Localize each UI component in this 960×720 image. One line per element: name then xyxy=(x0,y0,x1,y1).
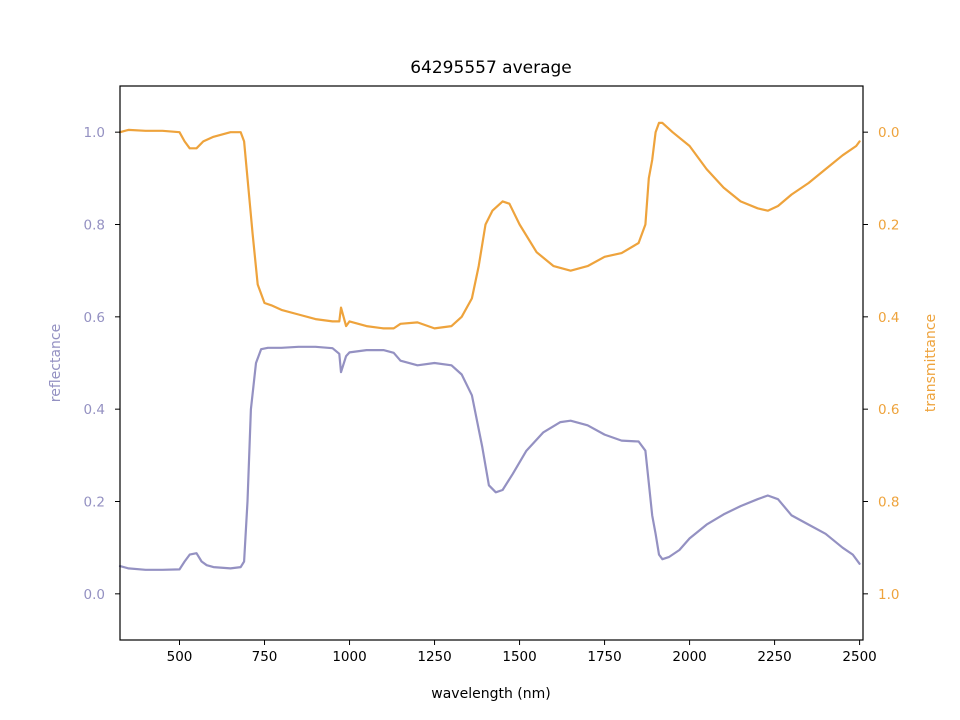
x-tick-label: 1500 xyxy=(502,649,536,665)
y-left-tick-label: 1.0 xyxy=(84,125,105,141)
plot-frame xyxy=(119,85,864,641)
x-axis: 500 750 1000 1250 1500 1750 2000 2250 2500 xyxy=(167,640,877,665)
y-left-tick-label: 0.8 xyxy=(84,218,105,234)
x-tick-label: 500 xyxy=(167,649,193,665)
chart-title: 64295557 average xyxy=(410,58,572,78)
y-right-tick-label: 0.2 xyxy=(878,218,899,234)
x-tick-label: 2500 xyxy=(842,649,876,665)
x-axis-label: wavelength (nm) xyxy=(431,686,550,702)
y-left-tick-label: 0.0 xyxy=(84,587,105,603)
y-axis-right: 0.0 0.2 0.4 0.6 0.8 1.0 xyxy=(863,125,899,603)
x-tick-label: 1750 xyxy=(587,649,621,665)
x-tick-label: 2250 xyxy=(757,649,791,665)
x-tick-label: 2000 xyxy=(672,649,706,665)
y-left-tick-label: 0.4 xyxy=(84,402,105,418)
x-tick-label: 1250 xyxy=(417,649,451,665)
series-layer xyxy=(118,121,861,571)
y-right-tick-label: 0.6 xyxy=(878,402,899,418)
y-right-tick-label: 0.0 xyxy=(878,125,899,141)
y-axis-right-label: transmittance xyxy=(923,314,939,412)
y-right-tick-label: 1.0 xyxy=(878,587,899,603)
x-tick-label: 750 xyxy=(252,649,278,665)
y-right-tick-label: 0.8 xyxy=(878,495,899,511)
y-axis-left: 0.0 0.2 0.4 0.6 0.8 1.0 xyxy=(84,125,120,603)
reflectance-series-line xyxy=(118,345,861,571)
transmittance-series-line xyxy=(118,121,861,330)
y-left-tick-label: 0.6 xyxy=(84,310,105,326)
y-right-tick-label: 0.4 xyxy=(878,310,899,326)
y-left-tick-label: 0.2 xyxy=(84,495,105,511)
x-tick-label: 1000 xyxy=(332,649,366,665)
y-axis-left-label: reflectance xyxy=(48,324,64,402)
